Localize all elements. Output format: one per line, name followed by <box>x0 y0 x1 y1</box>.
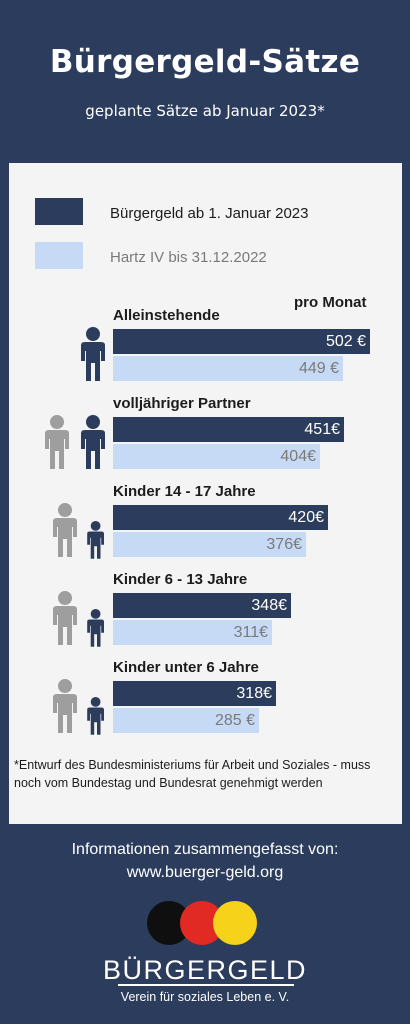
bar-value-label: 376€ <box>266 535 302 553</box>
bar-value-label: 311€ <box>233 623 268 641</box>
adult-child-icon <box>47 679 113 739</box>
bar-hartz: 311€ <box>113 620 272 645</box>
bar-hartz: 376€ <box>113 532 306 557</box>
logo-circle-red <box>180 901 224 945</box>
footnote: *Entwurf des Bundesministeriums für Arbe… <box>14 758 371 790</box>
bar-hartz: 404€ <box>113 444 320 469</box>
adult-pair-icon <box>39 415 113 475</box>
bar-value-label: 404€ <box>280 447 316 465</box>
legend-label-buergergeld: Bürgergeld ab 1. Januar 2023 <box>110 205 309 222</box>
logo-circles-icon <box>147 901 257 945</box>
bar-value-label: 348€ <box>251 596 287 614</box>
brand-subtitle: Verein für soziales Leben e. V. <box>120 990 290 1004</box>
adult-child-icon <box>47 591 113 651</box>
bar-buergergeld: 502 € <box>113 329 370 354</box>
adult-child-icon <box>47 503 113 563</box>
bar-value-label: 285 € <box>214 711 255 729</box>
adult-icon <box>75 327 111 387</box>
bar-value-label: 318€ <box>236 684 272 702</box>
chart-panel: Bürgergeld ab 1. Januar 2023 Hartz IV bi… <box>9 163 402 824</box>
legend-swatch-buergergeld <box>35 198 83 225</box>
unit-label: pro Monat <box>294 294 367 311</box>
bar-value-label: 420€ <box>288 508 324 526</box>
bar-value-label: 502 € <box>325 332 366 350</box>
category-label: volljähriger Partner <box>113 395 251 412</box>
page-subtitle: geplante Sätze ab Januar 2023* <box>85 102 325 120</box>
bar-hartz: 449 € <box>113 356 343 381</box>
bar-buergergeld: 348€ <box>113 593 291 618</box>
category-label: Kinder 6 - 13 Jahre <box>113 571 248 588</box>
bar-buergergeld: 451€ <box>113 417 344 442</box>
bar-value-label: 449 € <box>298 359 339 377</box>
logo-circle-black <box>147 901 191 945</box>
category-label: Kinder unter 6 Jahre <box>113 659 259 676</box>
legend-swatch-hartz <box>35 242 83 269</box>
brand-divider <box>118 984 294 986</box>
info-line: Informationen zusammengefasst von: <box>71 841 339 858</box>
website-link[interactable]: www.buerger-geld.org <box>126 864 284 881</box>
bar-buergergeld: 318€ <box>113 681 276 706</box>
brand-name: BÜRGERGELD <box>102 955 308 985</box>
logo-circle-gold <box>213 901 257 945</box>
bar-buergergeld: 420€ <box>113 505 328 530</box>
bar-hartz: 285 € <box>113 708 259 733</box>
bar-value-label: 451€ <box>304 420 340 438</box>
category-label: Alleinstehende <box>113 307 220 324</box>
category-label: Kinder 14 - 17 Jahre <box>113 483 256 500</box>
page-title: Bürgergeld-Sätze <box>49 44 361 80</box>
legend-label-hartz: Hartz IV bis 31.12.2022 <box>110 249 267 266</box>
